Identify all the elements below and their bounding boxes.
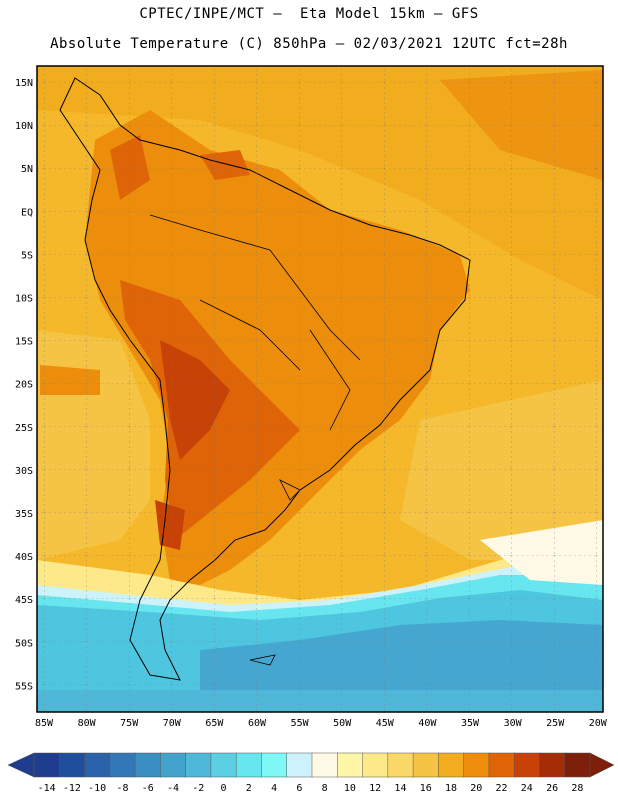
colorbar-swatch: [488, 752, 515, 778]
colorbar-swatch: [33, 752, 61, 778]
colorbar-label: 2: [246, 783, 252, 794]
lat-label: 40S: [15, 552, 33, 563]
colorbar-swatch: [59, 752, 86, 778]
colorbar-swatch: [235, 752, 263, 778]
colorbar-label: 26: [546, 783, 558, 794]
lon-label: 70W: [163, 718, 182, 729]
lon-label: 35W: [461, 718, 480, 729]
colorbar-label: 6: [296, 783, 302, 794]
lon-label: 40W: [418, 718, 437, 729]
lat-label: 55S: [15, 681, 33, 692]
colorbar-swatch: [210, 752, 237, 778]
lat-label: 15S: [15, 337, 33, 348]
colorbar-swatch: [387, 752, 414, 778]
colorbar-swatch: [261, 752, 288, 778]
lon-label: 20W: [589, 718, 608, 729]
longitude-labels: 85W 80W 75W 70W 65W 60W 55W 50W 45W 40W 35W 30W 25W 2…: [35, 718, 608, 729]
lat-label: 20S: [15, 380, 33, 391]
map-fields: [37, 66, 603, 712]
colorbar-label: 28: [571, 783, 583, 794]
colorbar-swatch: [539, 752, 566, 778]
colorbar-swatch: [564, 752, 591, 778]
latitude-labels: 15N 10N 5N EQ 5S 10S 15S 20S 25S 30S 35S 40S 45S 50S 5…: [15, 78, 33, 692]
title-line-1: CPTEC/INPE/MCT – Eta Model 15km – GFS: [139, 6, 479, 22]
lon-label: 30W: [504, 718, 523, 729]
lat-label: 15N: [15, 78, 33, 89]
colorbar-label: 18: [445, 783, 457, 794]
lat-label: 10N: [15, 121, 33, 132]
lat-label: EQ: [21, 207, 33, 218]
colorbar-label: 16: [420, 783, 432, 794]
colorbar-swatch: [362, 752, 389, 778]
colorbar-swatch: [286, 752, 313, 778]
colorbar-swatch: [109, 752, 136, 778]
lat-label: 45S: [15, 595, 33, 606]
colorbar-swatch: [84, 752, 111, 778]
lon-label: 60W: [248, 718, 267, 729]
lon-label: 85W: [35, 718, 54, 729]
colorbar-label: -10: [88, 783, 106, 794]
lon-label: 65W: [205, 718, 224, 729]
lon-label: 75W: [120, 718, 139, 729]
lon-label: 45W: [376, 718, 395, 729]
colorbar-label: -4: [167, 783, 179, 794]
temperature-map: 15N 10N 5N EQ 5S 10S 15S 20S 25S 30S 35S 40S 45S 50S 5…: [15, 65, 608, 729]
colorbar-label: 22: [496, 783, 508, 794]
colorbar-label: -6: [142, 783, 154, 794]
colorbar-right-arrow: [589, 752, 615, 778]
colorbar-label: -2: [192, 783, 204, 794]
lat-label: 5S: [21, 250, 33, 261]
colorbar-label: -8: [116, 783, 128, 794]
colorbar-swatch: [134, 752, 162, 778]
colorbar-swatch: [311, 752, 339, 778]
colorbar-label: 14: [394, 783, 406, 794]
colorbar-label: 10: [344, 783, 356, 794]
colorbar-label: 20: [470, 783, 482, 794]
lat-label: 50S: [15, 638, 33, 649]
colorbar-swatch: [412, 752, 440, 778]
colorbar-swatch: [463, 752, 490, 778]
colorbar-swatch: [438, 752, 465, 778]
colorbar-swatch: [185, 752, 212, 778]
colorbar-label: 0: [221, 783, 227, 794]
colorbar-label: -12: [63, 783, 81, 794]
lon-label: 25W: [546, 718, 565, 729]
lat-label: 35S: [15, 509, 33, 520]
colorbar-label: 24: [521, 783, 533, 794]
lat-label: 5N: [21, 164, 33, 175]
map-frame: [36, 65, 604, 713]
colorbar-swatch: [337, 752, 364, 778]
lat-label: 25S: [15, 423, 33, 434]
lon-label: 55W: [291, 718, 310, 729]
colorbar-label: -14: [38, 783, 56, 794]
lat-label: 10S: [15, 294, 33, 305]
colorbar-left-arrow: [7, 752, 35, 778]
colorbar-swatch: [513, 752, 541, 778]
colorbar-swatch: [160, 752, 187, 778]
lat-label: 30S: [15, 466, 33, 477]
colorbar-label: 8: [322, 783, 328, 794]
lon-label: 50W: [333, 718, 352, 729]
colorbar-label: 12: [369, 783, 381, 794]
lon-label: 80W: [78, 718, 97, 729]
title-line-2: Absolute Temperature (C) 850hPa – 02/03/…: [50, 36, 568, 52]
colorbar: -14 -12 -10 -8 -6 -4 -2 0 2 4 6 8 10 12 14 16 18 20 22 24 26…: [7, 752, 615, 794]
colorbar-label: 4: [271, 783, 277, 794]
